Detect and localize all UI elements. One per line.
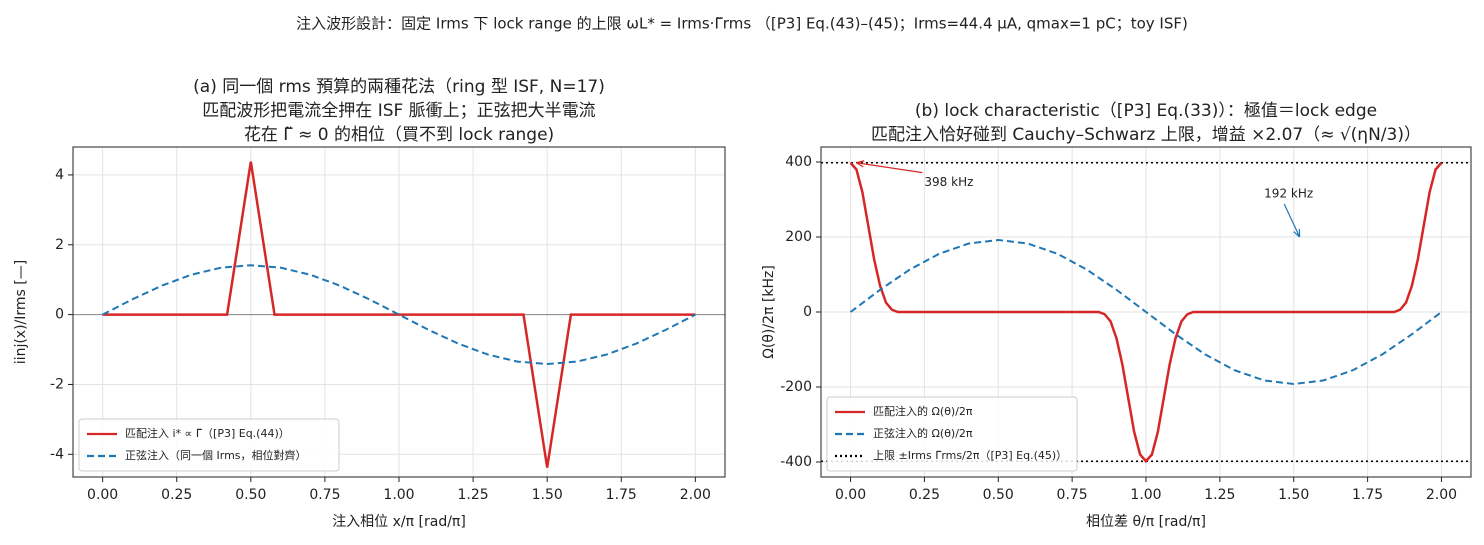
x-tick-label: 0.25 bbox=[161, 487, 192, 503]
chart-title: (a) 同一個 rms 預算的兩種花法（ring 型 ISF, N=17) bbox=[193, 77, 605, 97]
y-tick-label: 200 bbox=[785, 229, 812, 245]
x-tick-label: 0.50 bbox=[983, 487, 1014, 503]
x-tick-label: 1.25 bbox=[1204, 487, 1235, 503]
x-tick-label: 0.00 bbox=[87, 487, 118, 503]
x-tick-label: 0.00 bbox=[835, 487, 866, 503]
x-tick-label: 1.00 bbox=[1130, 487, 1161, 503]
y-tick-label: 0 bbox=[803, 304, 812, 320]
chart-title: 匹配波形把電流全押在 ISF 脈衝上；正弦把大半電流 bbox=[202, 101, 595, 121]
y-tick-label: -200 bbox=[780, 379, 812, 395]
y-axis-label: Ω(θ)/2π [kHz] bbox=[761, 265, 777, 359]
legend-label: 匹配注入的 Ω(θ)/2π bbox=[873, 404, 973, 418]
annotation-arrow bbox=[1283, 203, 1301, 238]
annotation: 192 kHz bbox=[1264, 186, 1313, 200]
x-tick-label: 0.50 bbox=[235, 487, 266, 503]
series-line bbox=[102, 264, 696, 366]
legend-box bbox=[826, 396, 1078, 472]
legend-label: 上限 ±Irms Γ̃rms/2π（[P3] Eq.(45)） bbox=[873, 449, 1067, 462]
chart-title: 匹配注入恰好碰到 Cauchy–Schwarz 上限，增益 ×2.07（≈ √(… bbox=[871, 125, 1421, 145]
y-tick-label: 0 bbox=[55, 307, 64, 323]
x-axis-label: 相位差 θ/π [rad/π] bbox=[1086, 514, 1206, 530]
legend-box bbox=[78, 418, 340, 472]
x-tick-label: 2.00 bbox=[680, 487, 711, 503]
x-tick-label: 0.75 bbox=[1057, 487, 1088, 503]
chart-title: 花在 Γ̃ ≈ 0 的相位（買不到 lock range) bbox=[244, 125, 554, 145]
arrow-head bbox=[1293, 228, 1301, 238]
suptitle: 注入波形設計：固定 Irms 下 lock range 的上限 ωL* = Ir… bbox=[296, 15, 1188, 33]
legend-label: 正弦注入（同一個 Irms，相位對齊） bbox=[125, 448, 307, 462]
y-tick-label: 400 bbox=[785, 154, 812, 170]
x-tick-label: 0.75 bbox=[309, 487, 340, 503]
x-tick-label: 1.75 bbox=[1352, 487, 1383, 503]
x-tick-label: 1.75 bbox=[606, 487, 637, 503]
series-line bbox=[849, 161, 1443, 464]
annotation-arrow bbox=[856, 162, 923, 174]
y-axis-label: iinj(x)/Irms [—] bbox=[13, 260, 29, 364]
x-tick-label: 1.50 bbox=[532, 487, 563, 503]
series-line bbox=[102, 161, 696, 468]
arrow-head bbox=[856, 160, 865, 168]
y-tick-label: -400 bbox=[780, 454, 812, 470]
chart-title: (b) lock characteristic（[P3] Eq.(33)）：極值… bbox=[915, 101, 1377, 121]
x-tick-label: 1.50 bbox=[1278, 487, 1309, 503]
legend-label: 正弦注入的 Ω(θ)/2π bbox=[873, 426, 973, 440]
x-tick-label: 1.00 bbox=[383, 487, 414, 503]
x-axis-label: 注入相位 x/π [rad/π] bbox=[332, 514, 466, 530]
x-tick-label: 1.25 bbox=[458, 487, 489, 503]
y-tick-label: 2 bbox=[55, 237, 64, 253]
series-line bbox=[849, 238, 1443, 386]
annotation: 398 kHz bbox=[924, 175, 973, 189]
y-tick-label: 4 bbox=[55, 167, 64, 183]
y-tick-label: -2 bbox=[50, 376, 64, 392]
axes-frame bbox=[72, 146, 726, 478]
x-tick-label: 2.00 bbox=[1426, 487, 1457, 503]
axes-frame bbox=[820, 146, 1472, 478]
y-tick-label: -4 bbox=[50, 446, 64, 462]
legend-label: 匹配注入 i* ∝ Γ̃（[P3] Eq.(44)） bbox=[125, 426, 290, 440]
x-tick-label: 0.25 bbox=[909, 487, 940, 503]
